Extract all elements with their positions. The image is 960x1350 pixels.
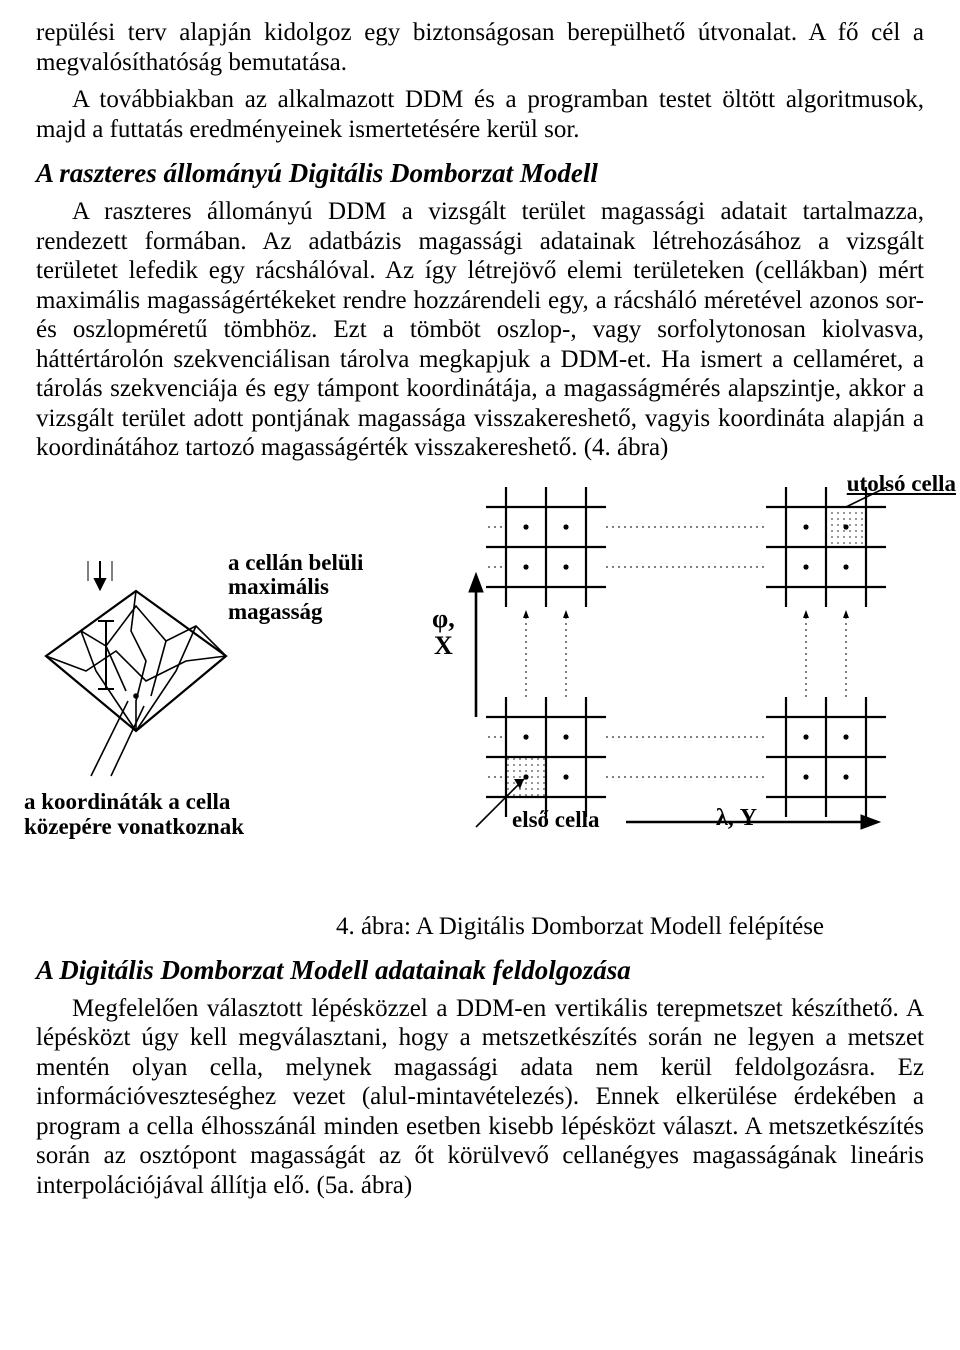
grid-diagram-icon [416,487,946,847]
paragraph-intro: repülési terv alapján kidolgoz egy bizto… [36,18,924,77]
paragraph-ddm: A raszteres állományú DDM a vizsgált ter… [36,197,924,463]
paragraph-processing: Megfelelően választott lépésközzel a DDM… [36,994,924,1201]
label-cellmax-3: magasság [228,599,323,624]
label-x: X [434,631,453,660]
label-cellmax-2: maximális [228,574,329,599]
label-cellmax-1: a cellán belüli [228,550,363,575]
heading-ddm: A raszteres állományú Digitális Domborza… [36,158,924,189]
label-coord-2: közepére vonatkoznak [24,814,244,839]
label-phi: φ, [432,604,455,633]
figure-4-caption: 4. ábra: A Digitális Domborzat Modell fe… [236,913,924,941]
figure-4-right: utolsó cella φ, X első cella λ, Y [416,487,946,857]
figure-4: a cellán belüli maximális magasság [36,487,924,907]
terrain-cell-icon [36,561,236,781]
label-elso-cella: első cella [512,807,600,833]
heading-processing: A Digitális Domborzat Modell adatainak f… [36,955,924,986]
label-utolso-cella: utolsó cella [847,471,956,497]
paragraph-intro-2: A továbbiakban az alkalmazott DDM és a p… [36,85,924,144]
label-coord-1: a koordináták a cella [24,789,230,814]
label-lambda-y: λ, Y [716,805,757,832]
